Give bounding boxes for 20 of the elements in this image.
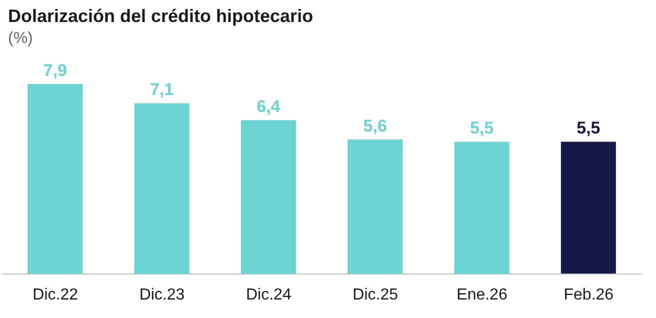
bar [134, 103, 190, 274]
data-label: 6,4 [256, 97, 281, 116]
x-tick-label: Dic.23 [139, 286, 185, 304]
x-tick-label: Dic.24 [246, 286, 292, 304]
x-tick-label: Feb.26 [564, 286, 614, 304]
data-label: 5,5 [576, 118, 600, 138]
bar [348, 139, 403, 274]
data-label: 7,1 [150, 80, 174, 100]
bar [454, 142, 510, 274]
bar [28, 84, 83, 274]
x-tick-label: Dic.25 [352, 286, 398, 304]
data-label: 7,9 [43, 61, 67, 80]
x-tick-label: Dic.22 [32, 286, 78, 304]
data-label: 5,5 [470, 118, 494, 138]
bar [560, 142, 616, 274]
x-tick-label: Ene.26 [456, 286, 508, 304]
chart-title: Dolarización del crédito hipotecario [8, 6, 314, 28]
chart-subtitle: (%) [8, 30, 34, 49]
data-label: 5,6 [363, 116, 387, 136]
bar [240, 120, 296, 274]
